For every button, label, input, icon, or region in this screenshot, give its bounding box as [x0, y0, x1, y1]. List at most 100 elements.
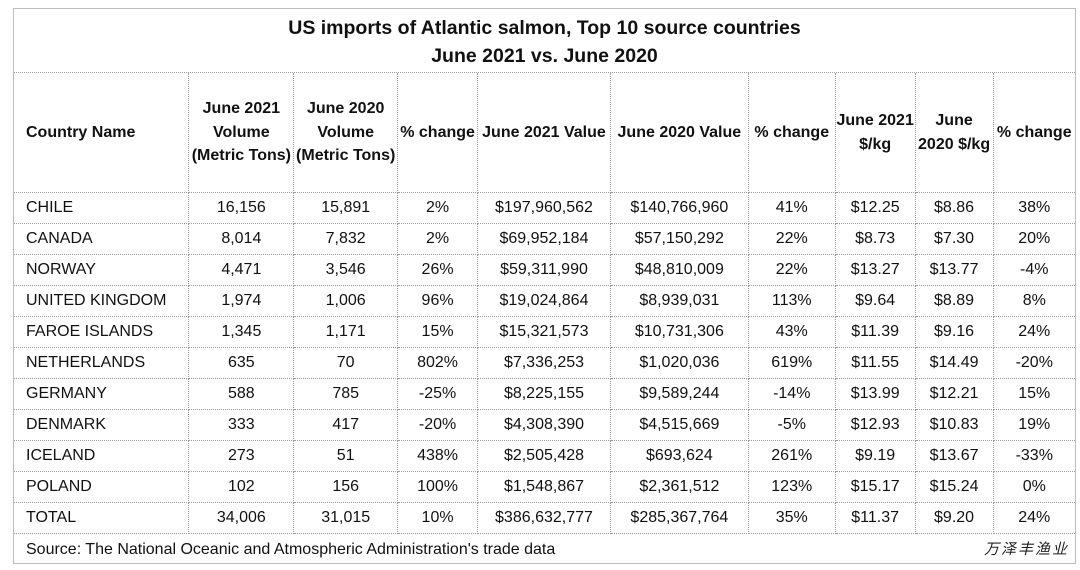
source-note: Source: The National Oceanic and Atmosph…	[26, 541, 556, 558]
cell-price-change: 24%	[992, 316, 1075, 348]
cell-price-change: 38%	[992, 192, 1075, 224]
cell-price-change: 24%	[992, 502, 1075, 534]
cell-price-2020: $9.16	[914, 316, 994, 348]
cell-vol-2020: 7,832	[293, 223, 399, 255]
cell-vol-2020: 51	[293, 440, 399, 472]
cell-vol-change: 802%	[397, 347, 479, 379]
cell-price-2020: $9.20	[914, 502, 994, 534]
table-row: ICELAND 273 51 438% $2,505,428 $693,624 261% $9…	[14, 440, 1075, 472]
cell-value-2020: $48,810,009	[609, 254, 749, 286]
cell-price-2021: $8.73	[834, 223, 916, 255]
cell-price-change: 8%	[992, 285, 1075, 317]
header-price-2020: June 2020 $/kg	[914, 73, 994, 193]
header-vol-change: % change	[397, 73, 479, 193]
cell-vol-change: 96%	[397, 285, 479, 317]
table-title: US imports of Atlantic salmon, Top 10 so…	[14, 9, 1075, 73]
cell-value-2021: $386,632,777	[477, 502, 611, 534]
header-value-change: % change	[747, 73, 836, 193]
salmon-imports-table: Country Name June 2021 Volume (Metric To…	[14, 73, 1075, 534]
cell-vol-2020: 785	[293, 378, 399, 410]
cell-vol-change: 10%	[397, 502, 479, 534]
cell-vol-2021: 273	[188, 440, 295, 472]
cell-vol-2021: 8,014	[188, 223, 295, 255]
header-vol-2020: June 2020 Volume (Metric Tons)	[293, 73, 399, 193]
cell-price-2021: $11.37	[834, 502, 916, 534]
cell-price-2021: $11.55	[834, 347, 916, 379]
table-body: CHILE 16,156 15,891 2% $197,960,562 $140,766,…	[14, 192, 1075, 534]
cell-price-2020: $8.86	[914, 192, 994, 224]
header-price-2021: June 2021 $/kg	[834, 73, 916, 193]
cell-vol-2021: 102	[188, 471, 295, 503]
table-row: NETHERLANDS 635 70 802% $7,336,253 $1,020,036…	[14, 347, 1075, 379]
cell-value-2020: $9,589,244	[609, 378, 749, 410]
cell-vol-2021: 1,345	[188, 316, 295, 348]
table-row: NORWAY 4,471 3,546 26% $59,311,990 $48,810,00…	[14, 254, 1075, 286]
cell-vol-change: -20%	[397, 409, 479, 441]
cell-country: CHILE	[14, 192, 190, 224]
cell-country: FAROE ISLANDS	[14, 316, 190, 348]
cell-vol-change: -25%	[397, 378, 479, 410]
header-vol-2021: June 2021 Volume (Metric Tons)	[188, 73, 295, 193]
table-row: GERMANY 588 785 -25% $8,225,155 $9,589,244 -14…	[14, 378, 1075, 410]
cell-value-2021: $1,548,867	[477, 471, 611, 503]
header-country: Country Name	[14, 73, 190, 193]
cell-value-change: -5%	[747, 409, 836, 441]
watermark-logo-text: 万泽丰渔业	[983, 540, 1069, 558]
cell-price-change: 20%	[992, 223, 1075, 255]
header-row: Country Name June 2021 Volume (Metric To…	[14, 73, 1075, 193]
table-row: CHILE 16,156 15,891 2% $197,960,562 $140,766,…	[14, 192, 1075, 224]
cell-price-2021: $13.99	[834, 378, 916, 410]
cell-price-2021: $12.93	[834, 409, 916, 441]
cell-country: ICELAND	[14, 440, 190, 472]
cell-value-change: 22%	[747, 223, 836, 255]
header-price-change: % change	[992, 73, 1075, 193]
cell-vol-2021: 4,471	[188, 254, 295, 286]
cell-value-change: -14%	[747, 378, 836, 410]
cell-vol-2020: 3,546	[293, 254, 399, 286]
cell-value-2020: $4,515,669	[609, 409, 749, 441]
cell-country: UNITED KINGDOM	[14, 285, 190, 317]
cell-price-change: -20%	[992, 347, 1075, 379]
cell-value-2020: $693,624	[609, 440, 749, 472]
cell-price-2021: $9.64	[834, 285, 916, 317]
cell-price-2021: $12.25	[834, 192, 916, 224]
cell-vol-2020: 1,006	[293, 285, 399, 317]
cell-value-change: 35%	[747, 502, 836, 534]
cell-value-2021: $7,336,253	[477, 347, 611, 379]
cell-price-2020: $15.24	[914, 471, 994, 503]
cell-country: TOTAL	[14, 502, 190, 534]
cell-price-2020: $13.77	[914, 254, 994, 286]
cell-vol-2020: 1,171	[293, 316, 399, 348]
cell-value-change: 113%	[747, 285, 836, 317]
cell-vol-change: 438%	[397, 440, 479, 472]
cell-price-2020: $14.49	[914, 347, 994, 379]
table-row: UNITED KINGDOM 1,974 1,006 96% $19,024,864 $8…	[14, 285, 1075, 317]
cell-value-change: 43%	[747, 316, 836, 348]
cell-value-2020: $8,939,031	[609, 285, 749, 317]
title-line-2: June 2021 vs. June 2020	[431, 45, 658, 67]
cell-price-2021: $13.27	[834, 254, 916, 286]
cell-country: CANADA	[14, 223, 190, 255]
cell-value-2021: $197,960,562	[477, 192, 611, 224]
cell-price-2020: $10.83	[914, 409, 994, 441]
cell-vol-change: 100%	[397, 471, 479, 503]
cell-vol-2021: 333	[188, 409, 295, 441]
cell-vol-2020: 156	[293, 471, 399, 503]
cell-price-change: -4%	[992, 254, 1075, 286]
title-line-1: US imports of Atlantic salmon, Top 10 so…	[288, 17, 801, 39]
table-row: CANADA 8,014 7,832 2% $69,952,184 $57,150,292…	[14, 223, 1075, 255]
cell-price-2021: $15.17	[834, 471, 916, 503]
table-row: POLAND 102 156 100% $1,548,867 $2,361,512 123%…	[14, 471, 1075, 503]
cell-price-change: 19%	[992, 409, 1075, 441]
cell-value-2021: $8,225,155	[477, 378, 611, 410]
cell-value-change: 22%	[747, 254, 836, 286]
report-frame: US imports of Atlantic salmon, Top 10 so…	[13, 8, 1076, 564]
cell-value-2020: $285,367,764	[609, 502, 749, 534]
cell-vol-2021: 34,006	[188, 502, 295, 534]
total-row: TOTAL 34,006 31,015 10% $386,632,777 $285,367…	[14, 502, 1075, 534]
cell-vol-2020: 15,891	[293, 192, 399, 224]
cell-vol-change: 15%	[397, 316, 479, 348]
cell-value-2021: $59,311,990	[477, 254, 611, 286]
cell-value-2020: $10,731,306	[609, 316, 749, 348]
cell-vol-2020: 70	[293, 347, 399, 379]
